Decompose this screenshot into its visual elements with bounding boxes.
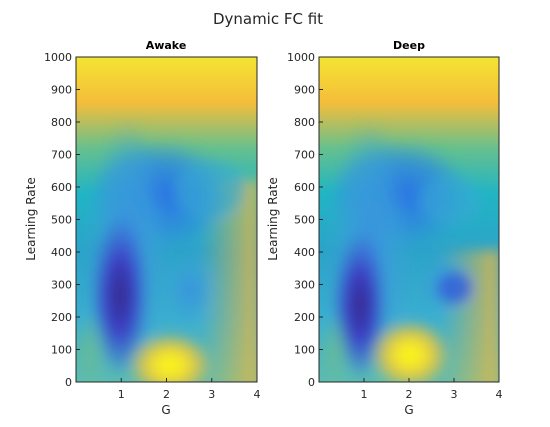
ticks-deep: 1 2 3 4 0 100 200 300 400 500 600 700 800 900 1000 xyxy=(287,51,503,401)
ytick-label-awake-100: 100 xyxy=(51,344,72,357)
ticks-awake: 1 2 3 4 0 100 200 300 400 500 600 700 800 900 1000 xyxy=(44,51,261,401)
ytick-label-deep-400: 400 xyxy=(294,246,315,259)
xtick-label-awake-1: 1 xyxy=(118,388,125,401)
ylabel-awake: Learning Rate xyxy=(24,177,38,260)
ytick-label-awake-300: 300 xyxy=(51,279,72,292)
heatmap-deep xyxy=(319,57,499,382)
figure-title: Dynamic FC fit xyxy=(213,10,323,28)
ytick-label-deep-200: 200 xyxy=(294,311,315,324)
xtick-label-awake-3: 3 xyxy=(208,388,215,401)
xlabel-awake: G xyxy=(161,403,170,417)
ytick-label-awake-900: 900 xyxy=(51,84,72,97)
xtick-label-deep-2: 2 xyxy=(406,388,413,401)
ytick-label-deep-300: 300 xyxy=(294,279,315,292)
title-awake: Awake xyxy=(146,39,187,52)
ytick-label-awake-1000: 1000 xyxy=(44,51,72,64)
ytick-label-deep-600: 600 xyxy=(294,181,315,194)
panel-deep: Deep 1 2 3 4 0 100 200 300 400 500 600 700 800 900 100… xyxy=(266,39,503,417)
ytick-label-deep-900: 900 xyxy=(294,84,315,97)
title-deep: Deep xyxy=(393,39,425,52)
ytick-label-awake-600: 600 xyxy=(51,181,72,194)
ytick-label-awake-400: 400 xyxy=(51,246,72,259)
ytick-label-deep-800: 800 xyxy=(294,116,315,129)
ytick-label-awake-800: 800 xyxy=(51,116,72,129)
ytick-label-awake-0: 0 xyxy=(65,376,72,389)
ylabel-deep: Learning Rate xyxy=(266,177,280,260)
ytick-label-deep-1000: 1000 xyxy=(287,51,315,64)
xtick-label-awake-4: 4 xyxy=(254,388,261,401)
ytick-label-awake-200: 200 xyxy=(51,311,72,324)
ytick-label-deep-100: 100 xyxy=(294,344,315,357)
xtick-label-deep-3: 3 xyxy=(451,388,458,401)
xtick-label-deep-4: 4 xyxy=(496,388,503,401)
ytick-label-deep-700: 700 xyxy=(294,149,315,162)
xtick-label-awake-2: 2 xyxy=(163,388,170,401)
xlabel-deep: G xyxy=(404,403,413,417)
xtick-label-deep-1: 1 xyxy=(361,388,368,401)
ytick-label-deep-0: 0 xyxy=(308,376,315,389)
heatmap-awake xyxy=(76,57,257,382)
panel-awake: Awake 1 2 3 4 0 100 200 300 400 500 600 700 800 900 10… xyxy=(24,39,261,417)
ytick-label-awake-500: 500 xyxy=(51,214,72,227)
ytick-label-deep-500: 500 xyxy=(294,214,315,227)
ytick-label-awake-700: 700 xyxy=(51,149,72,162)
